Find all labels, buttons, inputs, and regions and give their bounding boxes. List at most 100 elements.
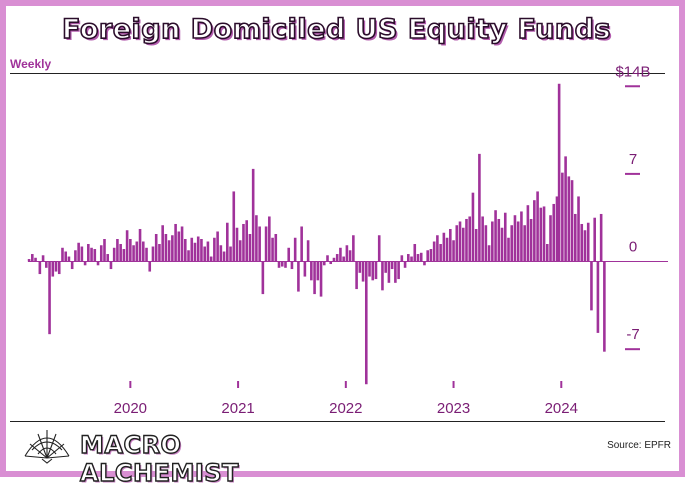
bar [557, 83, 561, 262]
bar [468, 216, 472, 262]
bar [436, 235, 439, 262]
bar [510, 225, 514, 262]
bar [229, 246, 232, 262]
bar [596, 261, 600, 333]
bar [561, 172, 564, 262]
bar [183, 239, 187, 262]
bar [384, 261, 387, 273]
bar [164, 234, 168, 262]
bar [513, 215, 517, 262]
bar [319, 261, 323, 297]
bar [77, 242, 80, 262]
bar [487, 245, 491, 262]
bar [112, 247, 116, 262]
bar [583, 230, 587, 262]
bar [109, 261, 113, 270]
bar [536, 191, 539, 262]
brand-name: MACRO ALCHEMIST [79, 430, 239, 487]
chart-title: Foreign Domiciled US Equity Funds [61, 13, 611, 46]
bar [322, 261, 326, 266]
bar [90, 247, 93, 262]
bar [174, 223, 177, 262]
bar [348, 250, 352, 262]
bar [57, 261, 61, 275]
bar [284, 261, 287, 268]
chart-subtitle: Weekly [10, 57, 52, 71]
x-tick-label: 2024 [545, 400, 578, 417]
bar [452, 240, 455, 262]
bar [274, 234, 278, 262]
bar [533, 200, 536, 262]
x-tick-label: 2023 [437, 400, 470, 417]
bar [316, 261, 320, 281]
bar [345, 245, 349, 262]
bar [290, 261, 294, 270]
bar [145, 247, 148, 262]
bar [177, 231, 181, 262]
bar [206, 241, 210, 262]
bar [426, 250, 429, 262]
bar [407, 254, 410, 262]
bar [599, 213, 603, 262]
bar [494, 210, 497, 262]
bar [180, 226, 184, 262]
shell-logo-icon [24, 430, 70, 464]
bar [603, 261, 606, 352]
bar [439, 244, 442, 262]
x-tick-label: 2022 [329, 400, 362, 417]
bar [171, 235, 174, 262]
bar [442, 232, 446, 262]
bar [507, 237, 510, 262]
bar [410, 256, 413, 262]
bar [570, 180, 574, 262]
bar [277, 261, 281, 268]
bar [213, 237, 216, 262]
bar [500, 227, 504, 262]
bar [329, 261, 333, 265]
bar [332, 257, 336, 262]
bar [394, 261, 397, 283]
bar [586, 222, 590, 262]
bar [529, 218, 533, 262]
bar [34, 257, 37, 262]
bar [549, 215, 552, 262]
bar [161, 225, 164, 262]
bar [461, 227, 465, 262]
x-tick-label: 2021 [221, 400, 254, 417]
bar [148, 261, 152, 272]
bar [238, 240, 242, 262]
bar [593, 217, 596, 262]
bar [135, 241, 139, 262]
bar [138, 228, 142, 262]
bar [355, 261, 358, 290]
bar [51, 261, 55, 277]
bar [484, 225, 488, 262]
bar [245, 220, 248, 262]
bar [96, 261, 100, 266]
bar [106, 254, 110, 262]
bar [64, 251, 68, 262]
x-tick-label: 2020 [114, 400, 147, 417]
bar [523, 225, 526, 262]
bar [458, 221, 462, 262]
bar [419, 252, 423, 262]
bar [226, 222, 229, 262]
bar [196, 236, 200, 262]
bar [242, 223, 245, 262]
bar [200, 239, 203, 262]
bar [377, 235, 381, 262]
y-tick-label: -7 [626, 326, 639, 343]
top-rule [10, 73, 665, 74]
bar [216, 231, 219, 262]
bar [555, 196, 559, 262]
bar [503, 212, 507, 262]
bar [129, 239, 132, 262]
bar [248, 234, 252, 262]
bar [209, 256, 213, 262]
bar [122, 249, 126, 262]
bar [187, 250, 190, 262]
bar [154, 234, 158, 262]
bar [167, 240, 171, 262]
bar [116, 239, 119, 262]
bar [429, 249, 433, 262]
